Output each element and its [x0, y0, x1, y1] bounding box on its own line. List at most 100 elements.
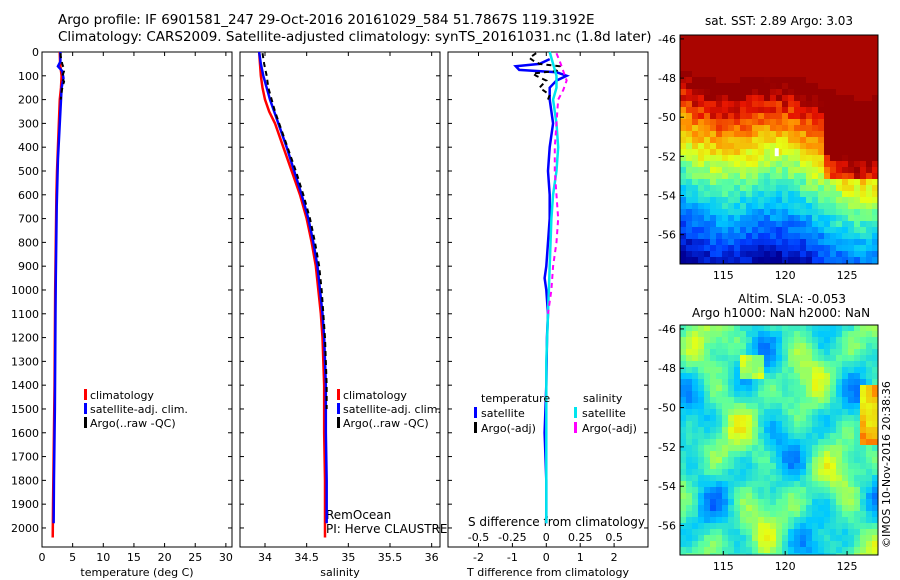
- heatmap-cell: [734, 167, 741, 174]
- heatmap-cell: [764, 119, 771, 126]
- heatmap-cell: [872, 251, 879, 258]
- heatmap-cell: [686, 529, 693, 536]
- heatmap-cell: [740, 101, 747, 108]
- heatmap-cell: [830, 77, 837, 84]
- heatmap-cell: [698, 125, 705, 132]
- heatmap-cell: [770, 137, 777, 144]
- heatmap-cell: [824, 251, 831, 258]
- heatmap-cell: [764, 41, 771, 48]
- heatmap-cell: [806, 385, 813, 392]
- heatmap-cell: [872, 83, 879, 90]
- heatmap-cell: [686, 143, 693, 150]
- heatmap-cell: [716, 325, 723, 332]
- heatmap-cell: [860, 41, 867, 48]
- heatmap-cell: [806, 349, 813, 356]
- heatmap-cell: [824, 53, 831, 60]
- heatmap-cell: [698, 349, 705, 356]
- heatmap-cell: [734, 71, 741, 78]
- heatmap-cell: [854, 35, 861, 42]
- heatmap-cell: [740, 379, 747, 386]
- heatmap-cell: [806, 427, 813, 434]
- heatmap-cell: [782, 409, 789, 416]
- heatmap-cell: [680, 325, 687, 332]
- heatmap-cell: [740, 71, 747, 78]
- heatmap-cell: [722, 457, 729, 464]
- heatmap-cell: [854, 203, 861, 210]
- heatmap-cell: [758, 215, 765, 222]
- heatmap-cell: [866, 487, 873, 494]
- heatmap-cell: [698, 83, 705, 90]
- heatmap-cell: [830, 209, 837, 216]
- heatmap-cell: [680, 245, 687, 252]
- heatmap-cell: [854, 505, 861, 512]
- heatmap-cell: [818, 409, 825, 416]
- heatmap-cell: [854, 331, 861, 338]
- heatmap-cell: [836, 245, 843, 252]
- heatmap-cell: [842, 505, 849, 512]
- heatmap-cell: [848, 131, 855, 138]
- heatmap-cell: [782, 125, 789, 132]
- heatmap-cell: [776, 155, 783, 162]
- heatmap-cell: [848, 113, 855, 120]
- heatmap-cell: [818, 355, 825, 362]
- heatmap-cell: [866, 367, 873, 374]
- heatmap-cell: [692, 119, 699, 126]
- heatmap-cell: [866, 161, 873, 168]
- heatmap-cell: [740, 355, 747, 362]
- heatmap-cell: [800, 209, 807, 216]
- heatmap-cell: [800, 191, 807, 198]
- heatmap-cell: [818, 373, 825, 380]
- heatmap-cell: [788, 355, 795, 362]
- heatmap-cell: [806, 251, 813, 258]
- diff-legend-temperature-swatch: [474, 407, 477, 418]
- heatmap-cell: [824, 475, 831, 482]
- heatmap-cell: [842, 547, 849, 554]
- argo-position-marker: [774, 148, 779, 157]
- salinity-x-axis-label: salinity: [320, 566, 360, 579]
- heatmap-cell: [836, 239, 843, 246]
- heatmap-cell: [692, 257, 699, 264]
- heatmap-cell: [758, 113, 765, 120]
- heatmap-cell: [716, 59, 723, 66]
- heatmap-cell: [872, 529, 879, 536]
- heatmap-cell: [770, 125, 777, 132]
- heatmap-cell: [746, 391, 753, 398]
- heatmap-cell: [872, 77, 879, 84]
- heatmap-cell: [854, 427, 861, 434]
- heatmap-cell: [680, 427, 687, 434]
- heatmap-cell: [866, 179, 873, 186]
- heatmap-cell: [746, 59, 753, 66]
- heatmap-cell: [710, 469, 717, 476]
- heatmap-cell: [698, 331, 705, 338]
- heatmap-cell: [800, 517, 807, 524]
- heatmap-cell: [800, 367, 807, 374]
- heatmap-cell: [854, 439, 861, 446]
- difference-top-tick-label: 0: [543, 531, 550, 544]
- diff-legend-temperature-label: satellite: [481, 407, 525, 420]
- heatmap-cell: [836, 445, 843, 452]
- heatmap-cell: [794, 191, 801, 198]
- temperature-x-tick-label: 5: [69, 551, 76, 564]
- heatmap-cell: [734, 373, 741, 380]
- heatmap-cell: [782, 475, 789, 482]
- heatmap-cell: [836, 53, 843, 60]
- heatmap-cell: [698, 355, 705, 362]
- heatmap-cell: [692, 427, 699, 434]
- heatmap-cell: [776, 445, 783, 452]
- heatmap-cell: [818, 209, 825, 216]
- heatmap-cell: [788, 179, 795, 186]
- heatmap-cell: [836, 95, 843, 102]
- heatmap-cell: [860, 427, 867, 434]
- heatmap-cell: [782, 439, 789, 446]
- heatmap-cell: [830, 221, 837, 228]
- heatmap-cell: [734, 505, 741, 512]
- heatmap-cell: [866, 239, 873, 246]
- heatmap-cell: [824, 451, 831, 458]
- heatmap-cell: [794, 161, 801, 168]
- heatmap-cell: [782, 379, 789, 386]
- heatmap-cell: [866, 155, 873, 162]
- heatmap-cell: [728, 53, 735, 60]
- heatmap-cell: [824, 397, 831, 404]
- heatmap-cell: [704, 493, 711, 500]
- heatmap-cell: [770, 481, 777, 488]
